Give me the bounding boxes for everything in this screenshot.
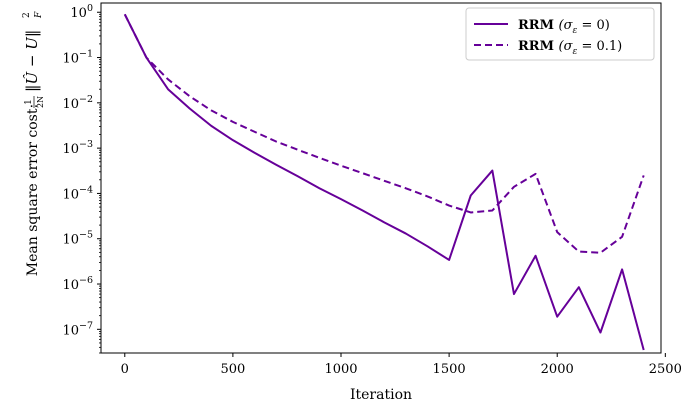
legend-label-2: RRM (σε = 0.1) (518, 39, 622, 57)
y-tick-label: 10−6 (62, 275, 93, 293)
y-axis-formula-sq: 2 (22, 12, 32, 18)
x-tick-label: 0 (121, 362, 129, 377)
legend-box (465, 7, 655, 61)
legend: RRM (σε = 0) RRM (σε = 0.1) (465, 7, 655, 61)
y-axis-formula-norm: ‖Û − U‖ (23, 30, 41, 92)
axis-ticks: 0 500 1000 1500 2000 2500 100 10−1 10−2 10−3 10−4 1… (62, 3, 681, 377)
y-axis-formula-den: 2N (36, 96, 45, 108)
x-tick-label: 2500 (649, 362, 681, 377)
series-line-2 (123, 13, 645, 254)
y-tick-label: 100 (70, 3, 93, 21)
y-tick-label: 10−7 (62, 320, 93, 338)
plot-area (100, 2, 662, 354)
y-tick-label: 10−1 (62, 49, 93, 67)
x-tick-label: 500 (220, 362, 245, 377)
series-lines (123, 13, 645, 351)
legend-label-1: RRM (σε = 0) (518, 18, 610, 36)
x-tick-label: 1500 (433, 362, 466, 377)
series-line-1 (123, 13, 645, 351)
y-tick-label: 10−3 (62, 139, 93, 157)
y-axis-formula-f: F (34, 11, 44, 19)
y-tick-label: 10−5 (62, 230, 93, 248)
x-axis-label: Iteration (350, 387, 412, 403)
y-axis-label: Mean square error cost:1 2N ‖Û − U‖ 2 F (22, 11, 45, 276)
x-tick-label: 2000 (541, 362, 574, 377)
y-tick-label: 10−2 (62, 94, 93, 112)
y-axis-formula-num: 1 (24, 99, 34, 105)
x-tick-label: 1000 (324, 362, 357, 377)
y-axis-label-text: Mean square error cost: (25, 104, 41, 276)
y-tick-label: 10−4 (62, 184, 93, 202)
